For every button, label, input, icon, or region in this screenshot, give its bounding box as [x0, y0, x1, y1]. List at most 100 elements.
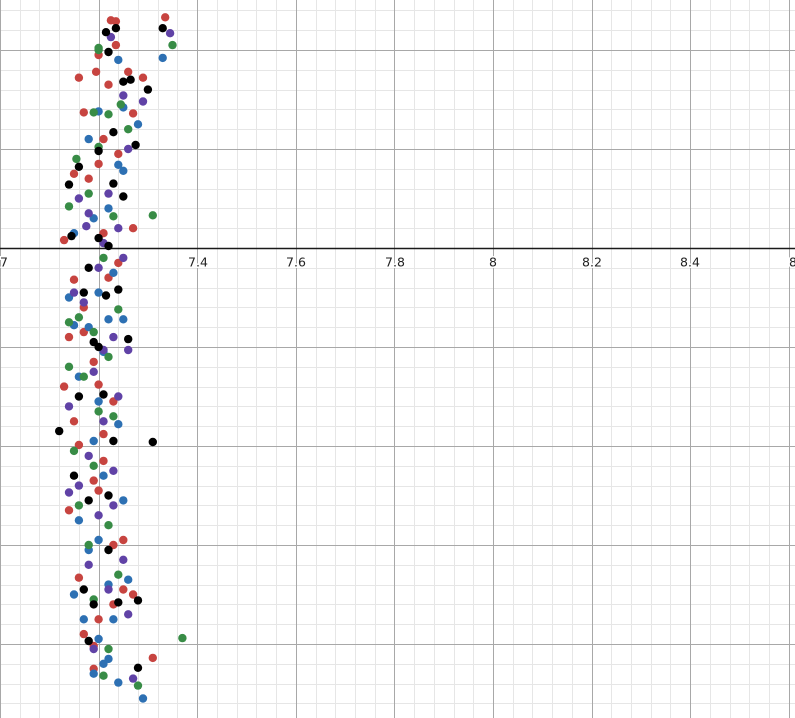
data-point	[99, 659, 108, 668]
data-point	[114, 160, 123, 169]
data-point	[69, 471, 79, 480]
data-point	[72, 154, 81, 164]
data-point	[89, 461, 98, 470]
data-point	[79, 585, 89, 594]
data-point	[74, 162, 84, 171]
data-point	[119, 585, 128, 594]
data-point	[84, 209, 93, 218]
data-point	[119, 77, 128, 86]
data-point	[84, 540, 93, 550]
data-point	[84, 263, 93, 272]
data-point	[109, 128, 118, 137]
data-point	[79, 615, 89, 624]
data-point	[114, 285, 123, 294]
data-point	[138, 73, 148, 82]
x-tick-label: 8	[789, 255, 795, 270]
data-point	[116, 100, 126, 109]
data-point	[148, 653, 157, 663]
data-point	[114, 392, 123, 401]
x-tick-labels: 7 7.4 7.6 7.8 8 8.2 8.4 8	[0, 253, 795, 271]
x-tick-label: 7.8	[385, 255, 405, 270]
data-point	[124, 575, 133, 584]
data-point	[99, 417, 108, 426]
data-point	[104, 545, 113, 555]
data-point	[79, 298, 89, 307]
data-point	[94, 407, 103, 416]
data-point	[109, 436, 118, 446]
data-point	[99, 671, 108, 680]
data-point	[128, 109, 138, 118]
data-point	[79, 372, 89, 381]
data-point	[138, 694, 148, 703]
data-point	[79, 108, 89, 117]
data-point	[119, 166, 128, 175]
data-point	[124, 334, 133, 344]
data-point	[99, 390, 108, 399]
data-point	[84, 496, 93, 505]
data-point	[84, 174, 93, 183]
data-point	[114, 224, 123, 233]
data-point	[55, 426, 64, 436]
data-point	[114, 598, 123, 607]
data-points	[55, 13, 187, 703]
data-point	[94, 342, 103, 352]
data-point	[114, 55, 123, 65]
data-point	[124, 610, 133, 619]
data-point	[64, 362, 74, 371]
data-point	[94, 233, 103, 243]
data-point	[94, 263, 103, 272]
data-point	[99, 471, 108, 480]
data-point	[111, 40, 121, 50]
data-point	[79, 629, 89, 639]
data-point	[74, 313, 84, 322]
data-point	[126, 75, 135, 84]
data-point	[64, 332, 74, 342]
data-point	[94, 288, 103, 297]
data-point	[94, 43, 103, 53]
data-point	[128, 674, 138, 683]
data-point	[94, 486, 103, 495]
data-point	[69, 275, 79, 284]
data-point	[84, 134, 93, 144]
data-point	[99, 456, 108, 466]
data-point	[124, 144, 133, 154]
data-point	[94, 159, 103, 169]
data-point	[104, 491, 113, 500]
data-point	[89, 644, 98, 654]
data-point	[94, 146, 103, 156]
data-point	[104, 204, 113, 213]
x-tick-label: 7.6	[286, 255, 306, 270]
data-point	[128, 590, 138, 599]
data-point	[119, 192, 128, 201]
data-point	[109, 466, 118, 475]
data-point	[64, 488, 74, 497]
data-point	[178, 633, 187, 643]
data-point	[104, 644, 113, 654]
data-point	[131, 140, 140, 150]
data-point	[99, 429, 108, 439]
data-point	[124, 125, 133, 134]
data-point	[104, 80, 113, 89]
data-point	[69, 288, 79, 297]
data-point	[104, 352, 113, 362]
data-point	[74, 501, 84, 510]
data-point	[114, 678, 123, 687]
data-point	[94, 615, 103, 624]
data-point	[109, 179, 118, 188]
data-point	[99, 134, 108, 144]
data-point	[101, 291, 111, 300]
data-point	[89, 476, 98, 485]
data-point	[89, 600, 98, 609]
data-point	[64, 506, 74, 515]
data-point	[161, 13, 170, 22]
data-point	[64, 402, 74, 411]
data-point	[114, 305, 123, 314]
data-point	[84, 636, 93, 646]
data-point	[148, 211, 157, 220]
data-point	[69, 446, 79, 456]
x-tick-label: 8	[489, 255, 497, 270]
data-point	[119, 496, 128, 505]
data-point	[109, 212, 118, 221]
data-point	[104, 521, 113, 530]
